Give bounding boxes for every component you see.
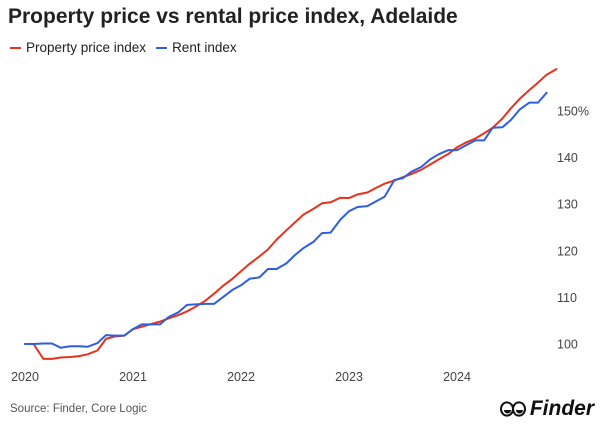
y-axis-tick-labels: 100 110 120 130 140 150% bbox=[557, 105, 589, 352]
y-tick-label-120: 120 bbox=[557, 244, 578, 258]
x-tick-label-2021: 2021 bbox=[119, 370, 147, 384]
series-line-rent bbox=[24, 91, 548, 349]
x-tick-label-2020: 2020 bbox=[11, 370, 39, 384]
y-tick-label-150: 150% bbox=[557, 105, 589, 119]
chart-title: Property price vs rental price index, Ad… bbox=[8, 5, 458, 28]
legend-swatch-property bbox=[10, 46, 21, 49]
series-line-property-price bbox=[24, 68, 558, 360]
legend-swatch-rent bbox=[156, 46, 168, 49]
chart-legend: Property price index Rent index bbox=[10, 40, 247, 55]
finder-brand-logo: Finder bbox=[499, 397, 594, 421]
legend-item-property: Property price index bbox=[10, 40, 146, 55]
legend-item-rent: Rent index bbox=[156, 40, 237, 55]
legend-label-property: Property price index bbox=[26, 40, 147, 55]
x-axis-tick-labels: 2020 2021 2022 2023 2024 bbox=[11, 370, 471, 384]
series-lines bbox=[24, 68, 558, 360]
y-tick-label-110: 110 bbox=[557, 291, 577, 305]
legend-label-rent: Rent index bbox=[172, 40, 237, 55]
finder-eyes-logo-icon bbox=[499, 401, 526, 417]
x-tick-label-2022: 2022 bbox=[227, 370, 255, 384]
x-tick-label-2024: 2024 bbox=[443, 370, 471, 384]
y-tick-label-140: 140 bbox=[557, 151, 578, 165]
y-tick-label-130: 130 bbox=[557, 198, 578, 212]
source-note: Source: Finder, Core Logic bbox=[10, 403, 147, 415]
brand-name: Finder bbox=[529, 397, 594, 420]
x-tick-label-2023: 2023 bbox=[335, 370, 363, 384]
y-tick-label-100: 100 bbox=[557, 338, 578, 352]
